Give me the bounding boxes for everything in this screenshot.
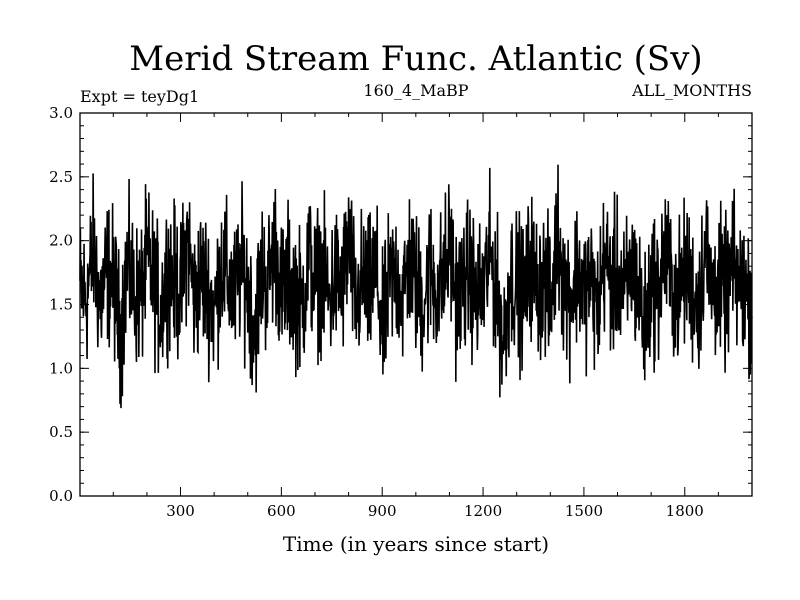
experiment-label: Expt = teyDg1: [80, 87, 199, 106]
x-tick-label: 900: [368, 502, 397, 520]
chart-title: Merid Stream Func. Atlantic (Sv): [129, 39, 702, 79]
x-tick-label: 1500: [565, 502, 603, 520]
period-label: 160_4_MaBP: [363, 81, 468, 100]
y-tick-label: 1.0: [49, 359, 73, 377]
x-tick-label: 1200: [464, 502, 502, 520]
y-tick-label: 2.0: [49, 232, 73, 250]
months-label: ALL_MONTHS: [631, 81, 752, 100]
x-axis-label: Time (in years since start): [283, 532, 549, 556]
series-line: [79, 164, 753, 409]
y-tick-label: 2.5: [49, 168, 73, 186]
y-tick-label: 3.0: [49, 104, 73, 122]
plot-frame: [79, 112, 753, 497]
x-tick-label: 600: [267, 502, 296, 520]
x-tick-label: 1800: [666, 502, 704, 520]
y-tick-label: 0.5: [49, 423, 73, 441]
x-tick-label: 300: [166, 502, 195, 520]
y-tick-label: 0.0: [49, 487, 73, 505]
y-tick-label: 1.5: [49, 296, 73, 314]
